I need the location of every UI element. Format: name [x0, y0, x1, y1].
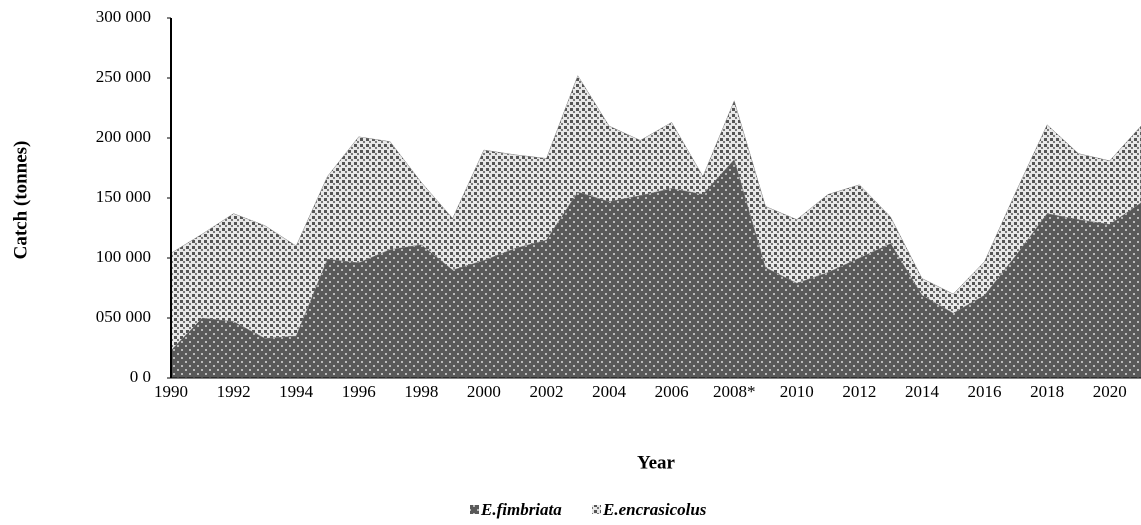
y-tick-label: 100 000: [96, 247, 151, 266]
x-tick-label: 1992: [217, 382, 251, 401]
y-tick-label: 0 0: [130, 367, 151, 386]
x-tick-label: 1996: [342, 382, 376, 401]
y-axis-title: Catch (tonnes): [10, 141, 31, 260]
y-tick-label: 250 000: [96, 67, 151, 86]
x-axis-title: Year: [637, 452, 676, 473]
x-tick-label: 2014: [905, 382, 940, 401]
x-tick-label: 1998: [404, 382, 438, 401]
x-tick-label: 2000: [467, 382, 501, 401]
x-tick-label: 2016: [968, 382, 1002, 401]
x-tick-label: 2018: [1030, 382, 1064, 401]
x-tick-label: 2020: [1093, 382, 1127, 401]
y-tick-label: 050 000: [96, 307, 151, 326]
area: [170, 75, 1141, 352]
y-tick-label: 200 000: [96, 127, 151, 146]
x-tick-label: 2010: [780, 382, 814, 401]
legend-swatch: [592, 505, 601, 514]
legend-label: E.encrasicolus: [602, 500, 707, 519]
x-tick-label: 2006: [655, 382, 689, 401]
x-tick-label: 1990: [154, 382, 188, 401]
x-tick-label: 2008*: [713, 382, 756, 401]
x-tick-label: 2012: [842, 382, 876, 401]
x-tick-label: 1994: [279, 382, 314, 401]
legend-label: E.fimbriata: [480, 500, 562, 519]
y-tick-label: 300 000: [96, 7, 151, 26]
y-tick-label: 150 000: [96, 187, 151, 206]
x-tick-label: 2002: [529, 382, 563, 401]
legend-swatch: [470, 505, 479, 514]
x-tick-label: 2004: [592, 382, 627, 401]
